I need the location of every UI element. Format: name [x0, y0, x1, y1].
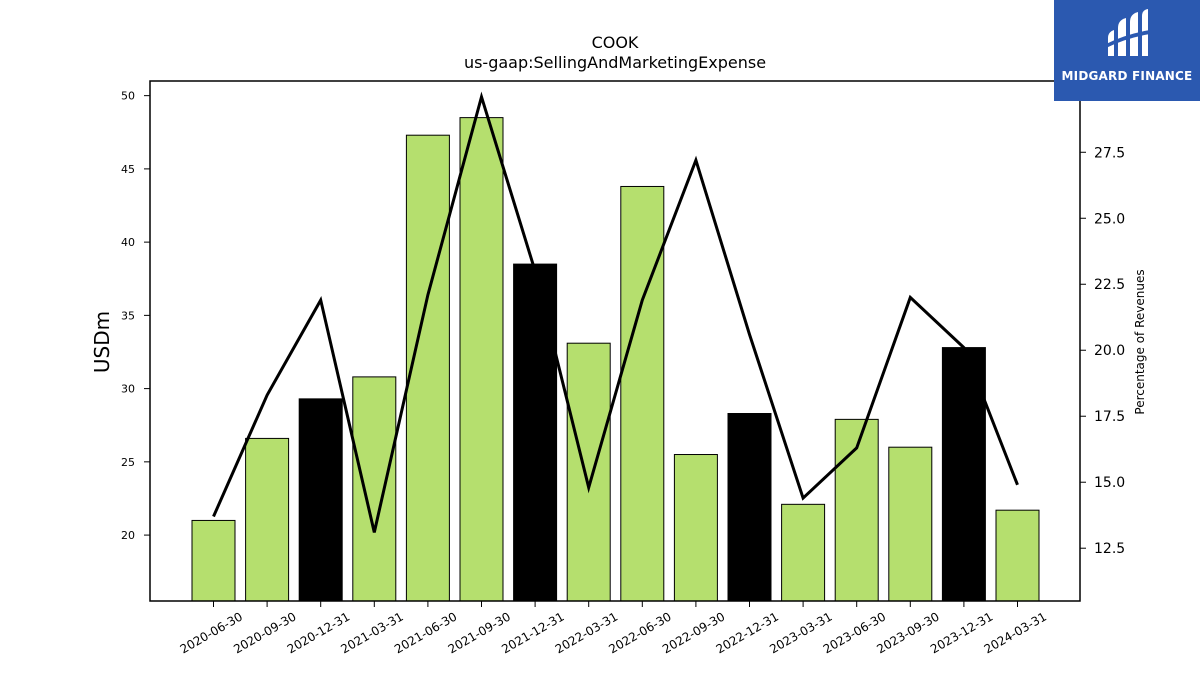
y2-tick-label: 20.0: [1094, 343, 1125, 359]
chart-title: COOK: [592, 33, 639, 52]
bar: [995, 509, 1040, 602]
y-tick-label: 25: [121, 456, 135, 469]
bar: [352, 376, 397, 602]
chart-subtitle: us-gaap:SellingAndMarketingExpense: [464, 53, 766, 72]
bar: [191, 519, 236, 602]
bar: [888, 446, 933, 602]
y-axis-right: 12.5 15.0 17.5 20.0 22.5 25.0 27.5: [1080, 145, 1125, 557]
bar: [459, 117, 504, 602]
bar: [727, 413, 772, 602]
bar: [513, 263, 558, 602]
plot-frame: [149, 80, 1081, 602]
bar: [620, 185, 665, 602]
y-axis-left: 20 25 30 35 40 45 50: [121, 90, 150, 542]
y-tick-label: 35: [121, 309, 135, 322]
y-tick-label: 40: [121, 236, 135, 249]
bar: [673, 454, 718, 602]
midgard-logo-icon: [1106, 9, 1150, 56]
y2-tick-label: 27.5: [1094, 145, 1125, 161]
midgard-finance-logo: MIDGARD FINANCE: [1054, 0, 1200, 101]
percentage-line: [212, 91, 1019, 533]
bar: [405, 134, 450, 602]
bars-group: [191, 117, 1040, 602]
logo-text: MIDGARD FINANCE: [1061, 69, 1193, 83]
y-tick-label: 50: [121, 90, 135, 103]
y-tick-label: 30: [121, 383, 135, 396]
line-group: [212, 91, 1019, 533]
y-axis-label: USDm: [90, 311, 114, 373]
bar: [781, 503, 826, 602]
x-axis: 2020-06-302020-09-302020-12-312021-03-31…: [178, 601, 1049, 656]
y-tick-label: 20: [121, 529, 135, 542]
bar: [245, 437, 290, 602]
y2-tick-label: 17.5: [1094, 409, 1125, 425]
bar: [566, 342, 611, 602]
y2-tick-label: 12.5: [1094, 541, 1125, 557]
y-tick-label: 45: [121, 163, 135, 176]
y2-tick-label: 15.0: [1094, 475, 1125, 491]
y2-tick-label: 22.5: [1094, 277, 1125, 293]
y2-tick-label: 25.0: [1094, 211, 1125, 227]
bar: [298, 398, 343, 602]
y2-axis-label: Percentage of Revenues: [1133, 269, 1147, 414]
